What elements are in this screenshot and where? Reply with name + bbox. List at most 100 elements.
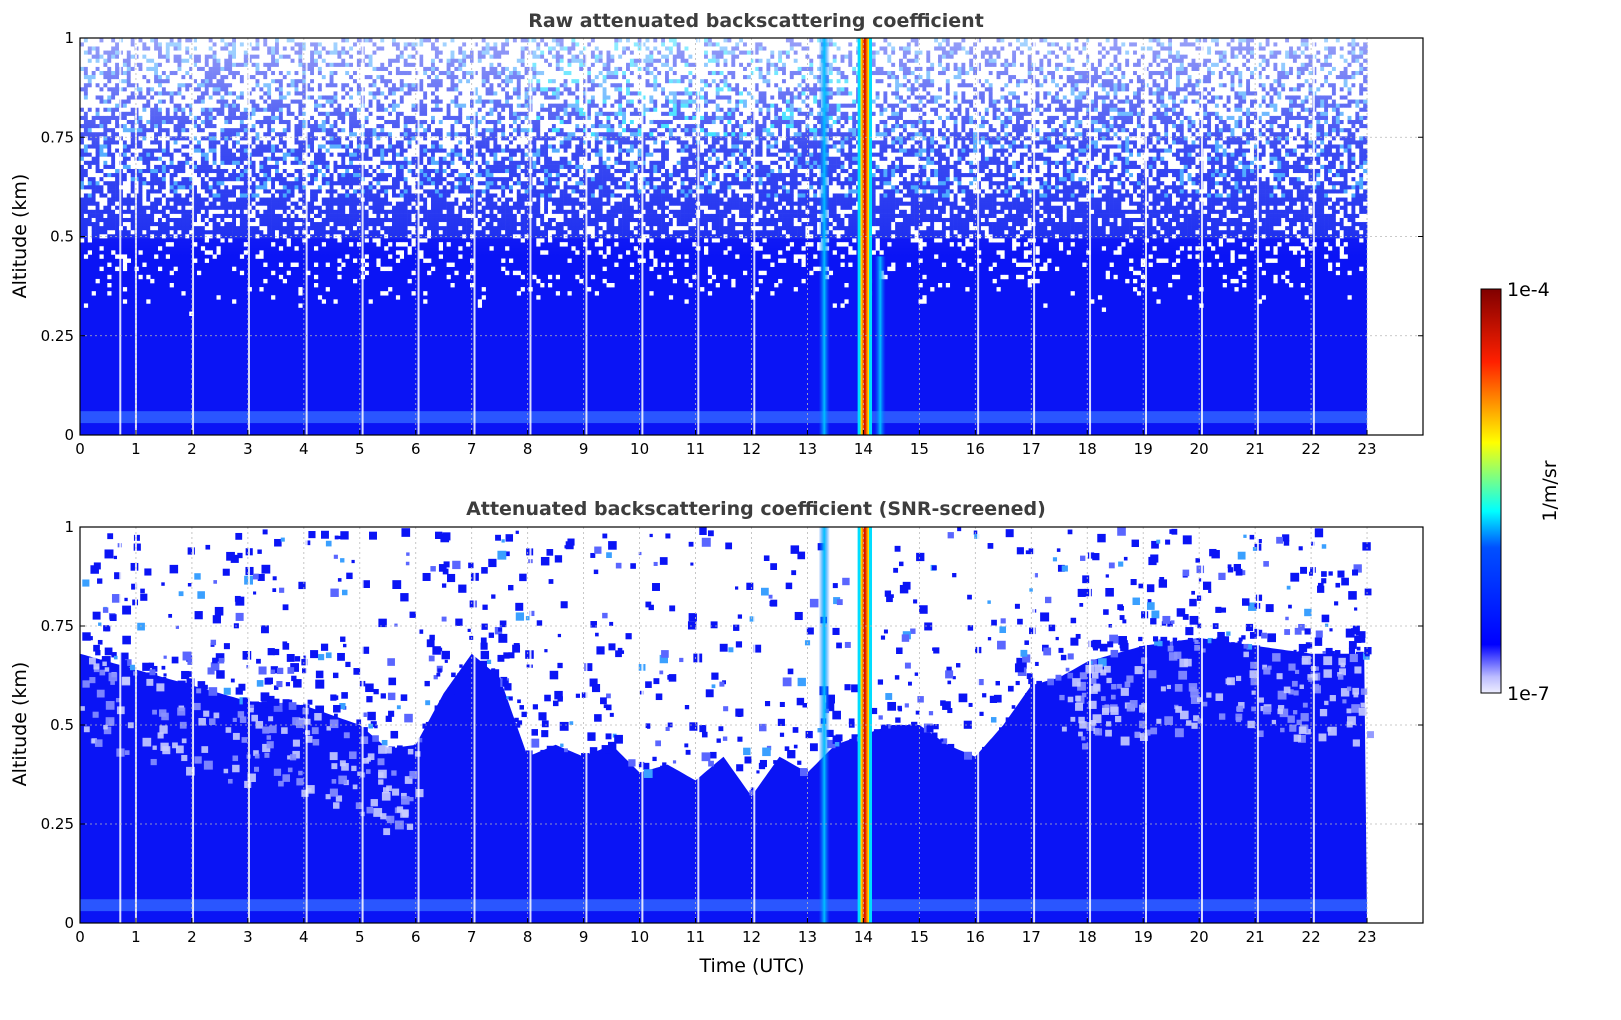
heatmap-cell [314, 283, 319, 288]
heatmap-cell [122, 254, 128, 259]
heatmap-cell [91, 291, 96, 296]
heatmap-cell [138, 274, 143, 280]
heatmap-cell [341, 262, 346, 267]
heatmap-cell [173, 266, 178, 272]
heatmap-cell [193, 258, 198, 263]
heatmap-cell [353, 278, 358, 284]
heatmap-cell [99, 266, 104, 272]
heatmap-cell [325, 287, 330, 292]
heatmap-cell [83, 254, 89, 259]
heatmap-cell [146, 299, 151, 304]
heatmap-cell [388, 254, 393, 259]
heatmap-cell [150, 278, 155, 284]
heatmap-cell [204, 258, 210, 263]
heatmap-cell [115, 254, 120, 259]
heatmap-cell [306, 270, 311, 276]
heatmap-cell [438, 254, 444, 259]
heatmap-cell [83, 303, 89, 308]
heatmap-cell [122, 299, 128, 304]
heatmap-cell [395, 295, 401, 300]
heatmap-cell [423, 258, 428, 263]
heatmap-cell [454, 270, 459, 276]
heatmap-cell [95, 278, 100, 284]
heatmap-cell [154, 254, 159, 259]
heatmap-cell [197, 270, 202, 276]
heatmap-cell [423, 291, 428, 296]
heatmap-cell [388, 287, 393, 292]
panel-raw: Raw attenuated backscattering coefficien… [9, 10, 1424, 458]
heatmap-cell [376, 258, 381, 263]
heatmap-cell [146, 274, 151, 280]
heatmap-cell [122, 287, 128, 292]
heatmap-cell [364, 270, 369, 276]
heatmap-cell [337, 266, 342, 272]
heatmap-cell [165, 254, 171, 259]
heatmap-cell [314, 274, 319, 280]
heatmap-cell [353, 258, 358, 263]
heatmap-cell [169, 270, 174, 276]
heatmap-cell [380, 266, 385, 272]
heatmap-cell [239, 270, 245, 276]
heatmap-cell [395, 258, 401, 263]
heatmap-cell [384, 266, 389, 272]
heatmap-cell [107, 291, 112, 296]
heatmap-cell [376, 262, 381, 267]
heatmap-cell [450, 262, 455, 267]
heatmap-cell [399, 254, 405, 259]
heatmap-cell [333, 299, 338, 304]
heatmap-cell [158, 266, 163, 272]
heatmap-cell [458, 254, 463, 259]
heatmap-cell [317, 295, 323, 300]
heatmap-cell [368, 299, 373, 304]
heatmap-cell [122, 258, 128, 263]
heatmap-cell [411, 270, 416, 276]
heatmap-cell [216, 295, 221, 300]
heatmap-cell [427, 258, 432, 263]
heatmap-cell [142, 262, 147, 267]
heatmap-cell [407, 278, 412, 284]
heatmap-cell [364, 254, 369, 259]
heatmap-cell [122, 266, 128, 272]
heatmap-cell [325, 262, 330, 267]
heatmap-cell [189, 311, 194, 316]
heatmap-cell [282, 278, 288, 284]
heatmap-cell [364, 262, 369, 267]
heatmap-cell [212, 254, 217, 259]
heatmap-cell [446, 262, 451, 267]
heatmap-cell [286, 270, 291, 276]
heatmap-cell [423, 299, 428, 304]
heatmap-cell [388, 266, 393, 272]
heatmap-cell [380, 291, 385, 296]
heatmap-cell [411, 291, 416, 296]
heatmap-cell [427, 270, 432, 276]
heatmap-cell [107, 283, 112, 288]
heatmap-cell [99, 254, 104, 259]
heatmap-cell [294, 262, 299, 267]
heatmap-cell [384, 291, 389, 296]
heatmap-cell [232, 266, 237, 272]
heatmap-cell [337, 274, 342, 280]
panel1-title: Raw attenuated backscattering coefficien… [528, 10, 984, 32]
heatmap-cell [122, 262, 128, 267]
heatmap-cell [232, 299, 237, 304]
heatmap-cell [446, 274, 451, 280]
heatmap-cell [431, 266, 436, 272]
panel1-heatmap [80, 38, 1368, 435]
heatmap-cell [259, 287, 264, 292]
heatmap-cell [321, 299, 327, 304]
heatmap-cell [239, 254, 245, 259]
heatmap-cell [278, 274, 284, 280]
heatmap-cell [298, 303, 303, 308]
heatmap-cell [255, 254, 260, 259]
heatmap-cell [337, 258, 342, 263]
heatmap-base [80, 236, 1368, 435]
heatmap-cell [271, 295, 276, 300]
heatmap-cell [290, 262, 295, 267]
heatmap-cell [298, 291, 303, 296]
heatmap-cell [345, 254, 350, 259]
heatmap-cell [263, 278, 268, 284]
heatmap-cell [450, 283, 455, 288]
heatmap-cell [126, 258, 132, 263]
heatmap-cell [107, 262, 112, 267]
heatmap-cell [271, 270, 276, 276]
